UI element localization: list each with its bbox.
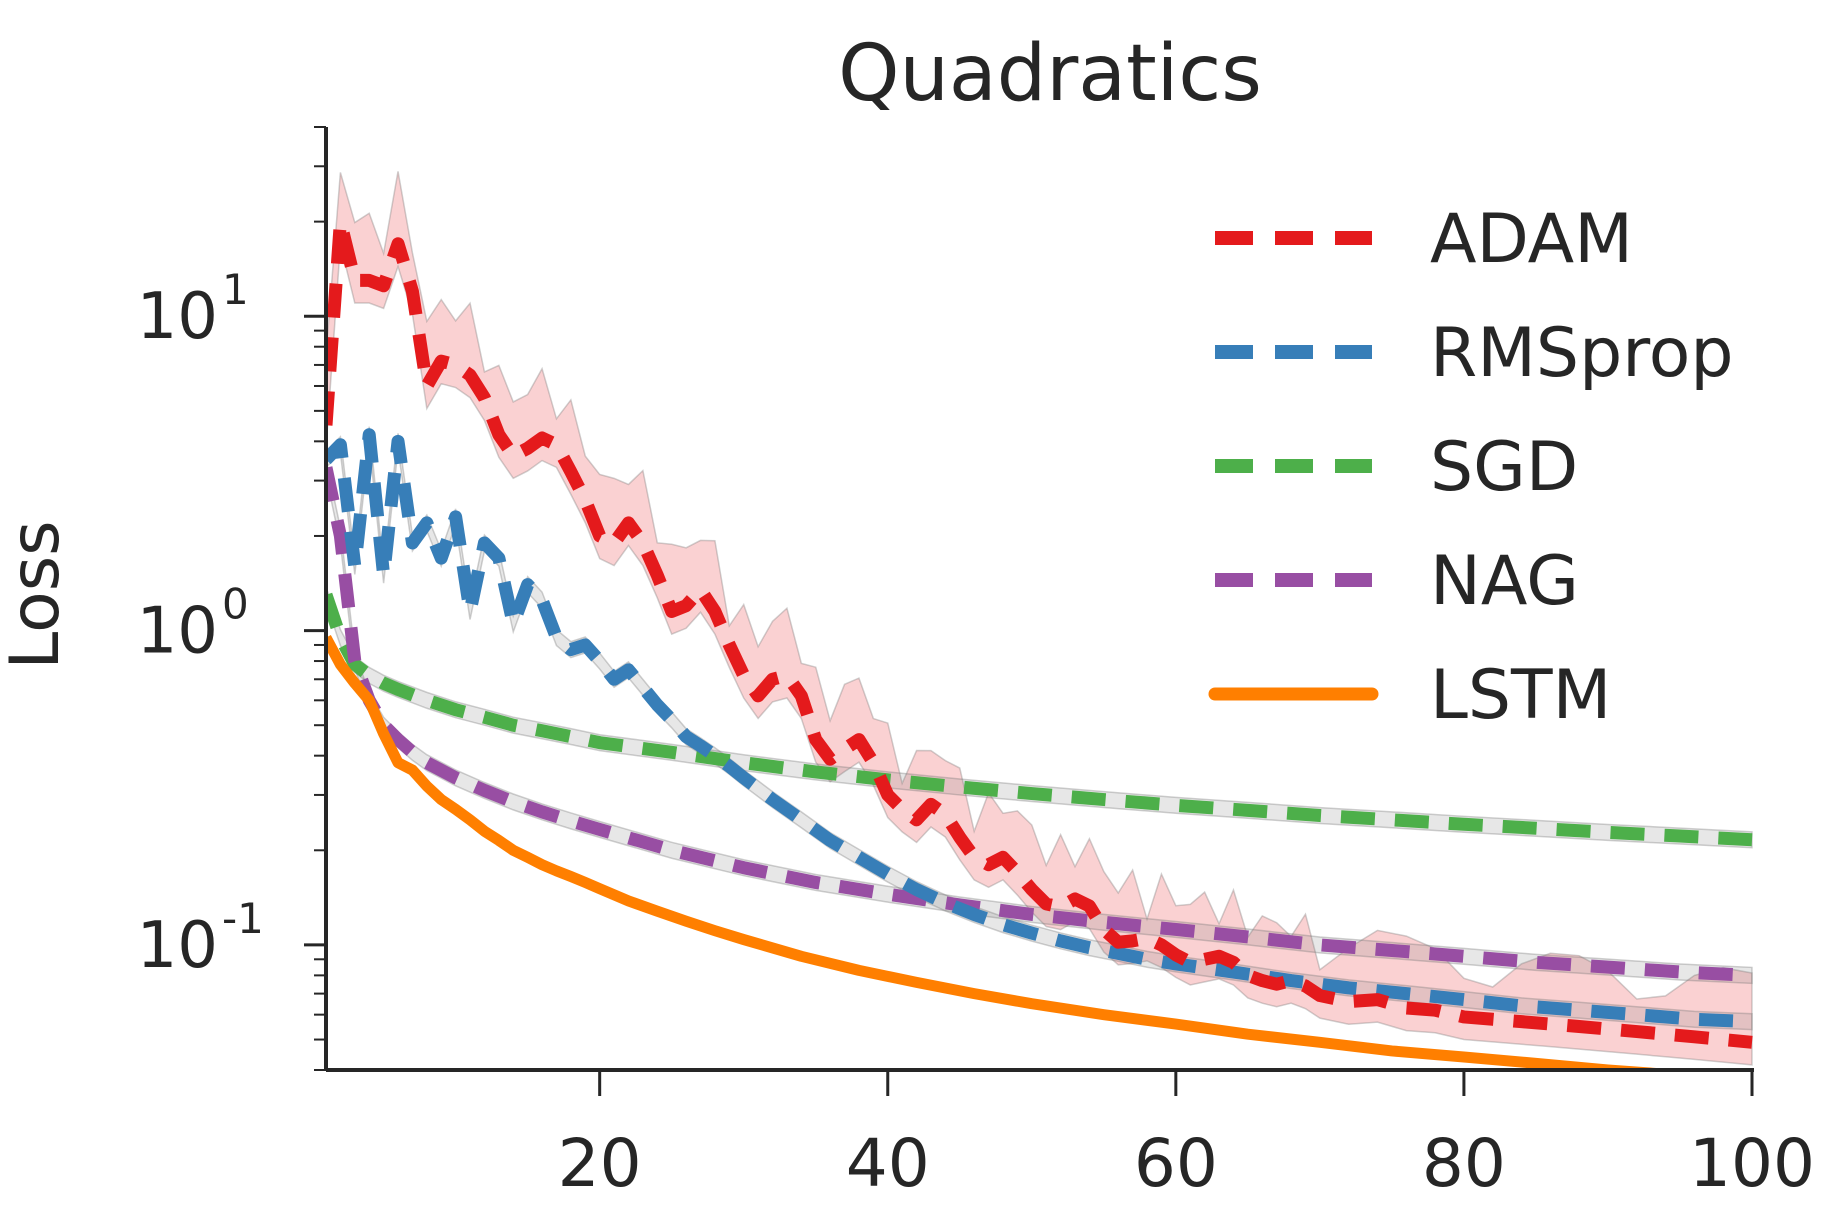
series-line-nag (326, 466, 1753, 982)
y-tick-label: 10 (137, 280, 218, 354)
series-line-lstm (326, 634, 1684, 1070)
legend-label-lstm: LSTM (1430, 656, 1611, 735)
x-axis-ticks: 20 40 60 80 100 (558, 1070, 1815, 1202)
y-tick-base: 10 (137, 595, 218, 669)
y-tick-base: 10 (137, 280, 218, 354)
y-tick-exponent: -1 (222, 894, 264, 943)
chart-title: Quadratics (838, 29, 1262, 119)
y-axis-label: Loss (0, 520, 75, 669)
y-tick-base: 10 (137, 909, 218, 983)
legend-label-sgd: SGD (1430, 428, 1578, 507)
x-tick-label: 60 (1134, 1125, 1218, 1202)
y-tick-label: 10 (137, 595, 218, 669)
legend-label-nag: NAG (1430, 542, 1579, 621)
series-lines (326, 215, 1753, 1070)
band-adam (326, 171, 1753, 1066)
series-line-sgd (326, 592, 1753, 847)
x-tick-label: 40 (846, 1125, 930, 1202)
y-tick-label: 10 (137, 909, 218, 983)
legend-label-adam: ADAM (1430, 200, 1633, 279)
series-line-adam (326, 215, 1753, 1049)
y-tick-exponent: 0 (222, 580, 249, 629)
x-tick-label: 100 (1689, 1125, 1815, 1202)
y-tick-exponent: 1 (222, 265, 249, 314)
axes (324, 127, 1754, 1072)
x-tick-label: 20 (558, 1125, 642, 1202)
legend-label-rmsprop: RMSprop (1430, 314, 1733, 393)
legend: ADAM RMSprop SGD NAG LSTM (1208, 200, 1733, 735)
x-tick-label: 80 (1422, 1125, 1506, 1202)
series-line-rmsprop (326, 428, 1753, 1029)
